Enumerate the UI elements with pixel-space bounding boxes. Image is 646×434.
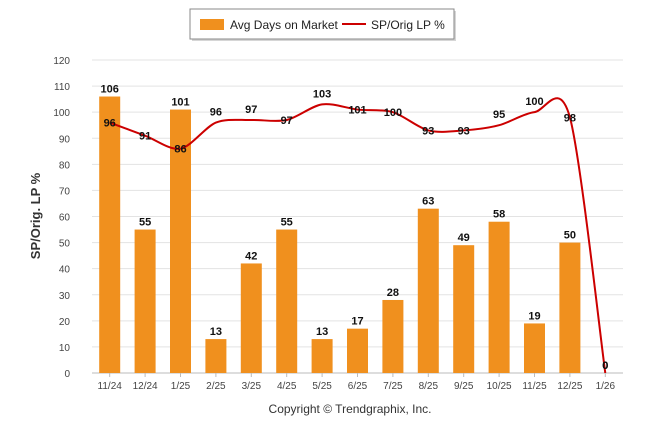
line-data-label: 91	[139, 131, 151, 143]
y-tick-label: 30	[59, 291, 71, 302]
bar	[347, 328, 368, 373]
bar-data-label: 50	[564, 230, 576, 242]
x-tick-label: 3/25	[242, 381, 262, 392]
y-tick-label: 100	[53, 108, 70, 119]
x-tick-label: 4/25	[277, 381, 297, 392]
x-tick-labels: 11/24 12/24 1/25 2/25 3/25 4/25 5/25 6/25 7/25 8/…	[98, 381, 616, 392]
x-tick-label: 6/25	[348, 381, 368, 392]
bar-data-label: 17	[351, 316, 363, 328]
bar-data-label: 0	[602, 360, 608, 372]
bar-data-label: 13	[210, 326, 222, 338]
copyright-text: Copyright © Trendgraphix, Inc.	[269, 402, 432, 416]
y-tick-label: 10	[59, 343, 71, 354]
bar	[99, 96, 121, 374]
bar-data-label: 19	[528, 310, 540, 322]
line-data-label: 97	[245, 104, 257, 116]
y-tick-label: 110	[54, 82, 70, 93]
bar	[453, 245, 475, 373]
x-tick-label: 12/25	[557, 381, 582, 392]
line-data-labels: 96 91 86 96 97 97 103 101 100 93 93 95 100 98 0	[104, 88, 609, 372]
x-tick-label: 5/25	[312, 381, 332, 392]
bar-data-labels: 106 55 101 13 42 55 13 17 28 63 49 58 19 50 0	[101, 84, 609, 372]
y-tick-label: 0	[64, 369, 70, 380]
x-tick-label: 8/25	[419, 381, 439, 392]
legend-bar-label: Avg Days on Market	[230, 18, 338, 32]
y-tick-label: 60	[59, 213, 71, 224]
bar	[559, 242, 581, 373]
line-series	[109, 97, 607, 374]
bar	[382, 299, 404, 373]
bar	[170, 109, 191, 373]
bar-data-label: 42	[245, 250, 257, 262]
x-tick-label: 2/25	[206, 381, 226, 392]
y-tick-label: 20	[59, 317, 71, 328]
y-tick-label: 80	[59, 160, 71, 171]
sp-orig-lp-line	[109, 97, 607, 374]
bar	[276, 229, 298, 373]
line-data-label: 101	[348, 105, 366, 117]
y-tick-label: 40	[59, 265, 71, 276]
legend: Avg Days on Market SP/Orig LP %	[189, 8, 456, 41]
x-tick-label: 7/25	[383, 381, 403, 392]
bar-data-label: 13	[316, 326, 328, 338]
y-tick-labels: 0 10 20 30 40 50 60 70 80 90 100 110 120	[53, 56, 70, 380]
y-axis-title: SP/Orig. LP %	[28, 172, 43, 259]
bar	[240, 263, 262, 373]
bar-data-label: 58	[493, 209, 505, 221]
bar	[311, 339, 333, 373]
bar	[488, 221, 510, 373]
x-tick-label: 1/26	[596, 381, 616, 392]
x-tick-label: 12/24	[133, 381, 158, 392]
line-data-label: 97	[281, 115, 293, 127]
x-tick-label: 1/25	[171, 381, 191, 392]
line-data-label: 93	[458, 125, 470, 137]
line-data-label: 93	[422, 125, 434, 137]
bar	[134, 229, 156, 373]
bar-data-label: 28	[387, 287, 399, 299]
line-data-label: 0	[602, 360, 608, 372]
line-data-label: 100	[384, 107, 402, 119]
line-data-label: 100	[525, 96, 543, 108]
bar-data-label: 55	[281, 217, 293, 229]
x-tick-label: 10/25	[487, 381, 512, 392]
line-data-label: 103	[313, 88, 331, 100]
line-data-label: 98	[564, 112, 576, 124]
line-data-label: 95	[493, 109, 505, 121]
y-tick-label: 90	[59, 134, 71, 145]
line-data-label: 96	[104, 118, 116, 130]
x-tick-label: 11/24	[98, 381, 123, 392]
bar-data-label: 106	[101, 84, 119, 96]
y-tick-label: 70	[59, 186, 71, 197]
line-data-label: 96	[210, 107, 222, 119]
bar	[524, 323, 545, 373]
legend-bar-swatch	[200, 19, 224, 30]
legend-box	[189, 8, 455, 40]
legend-line-label: SP/Orig LP %	[371, 18, 445, 32]
bar	[205, 339, 227, 373]
x-tick-label: 9/25	[454, 381, 474, 392]
bar-data-label: 63	[422, 196, 434, 208]
y-tick-label: 120	[53, 56, 70, 67]
bar-data-label: 55	[139, 217, 151, 229]
x-tick-label: 11/25	[522, 381, 547, 392]
bars	[99, 96, 581, 374]
y-tick-label: 50	[59, 239, 71, 250]
bar-data-label: 49	[458, 232, 470, 244]
line-data-label: 86	[174, 144, 186, 156]
bar-data-label: 101	[171, 97, 189, 109]
bar	[417, 208, 439, 373]
